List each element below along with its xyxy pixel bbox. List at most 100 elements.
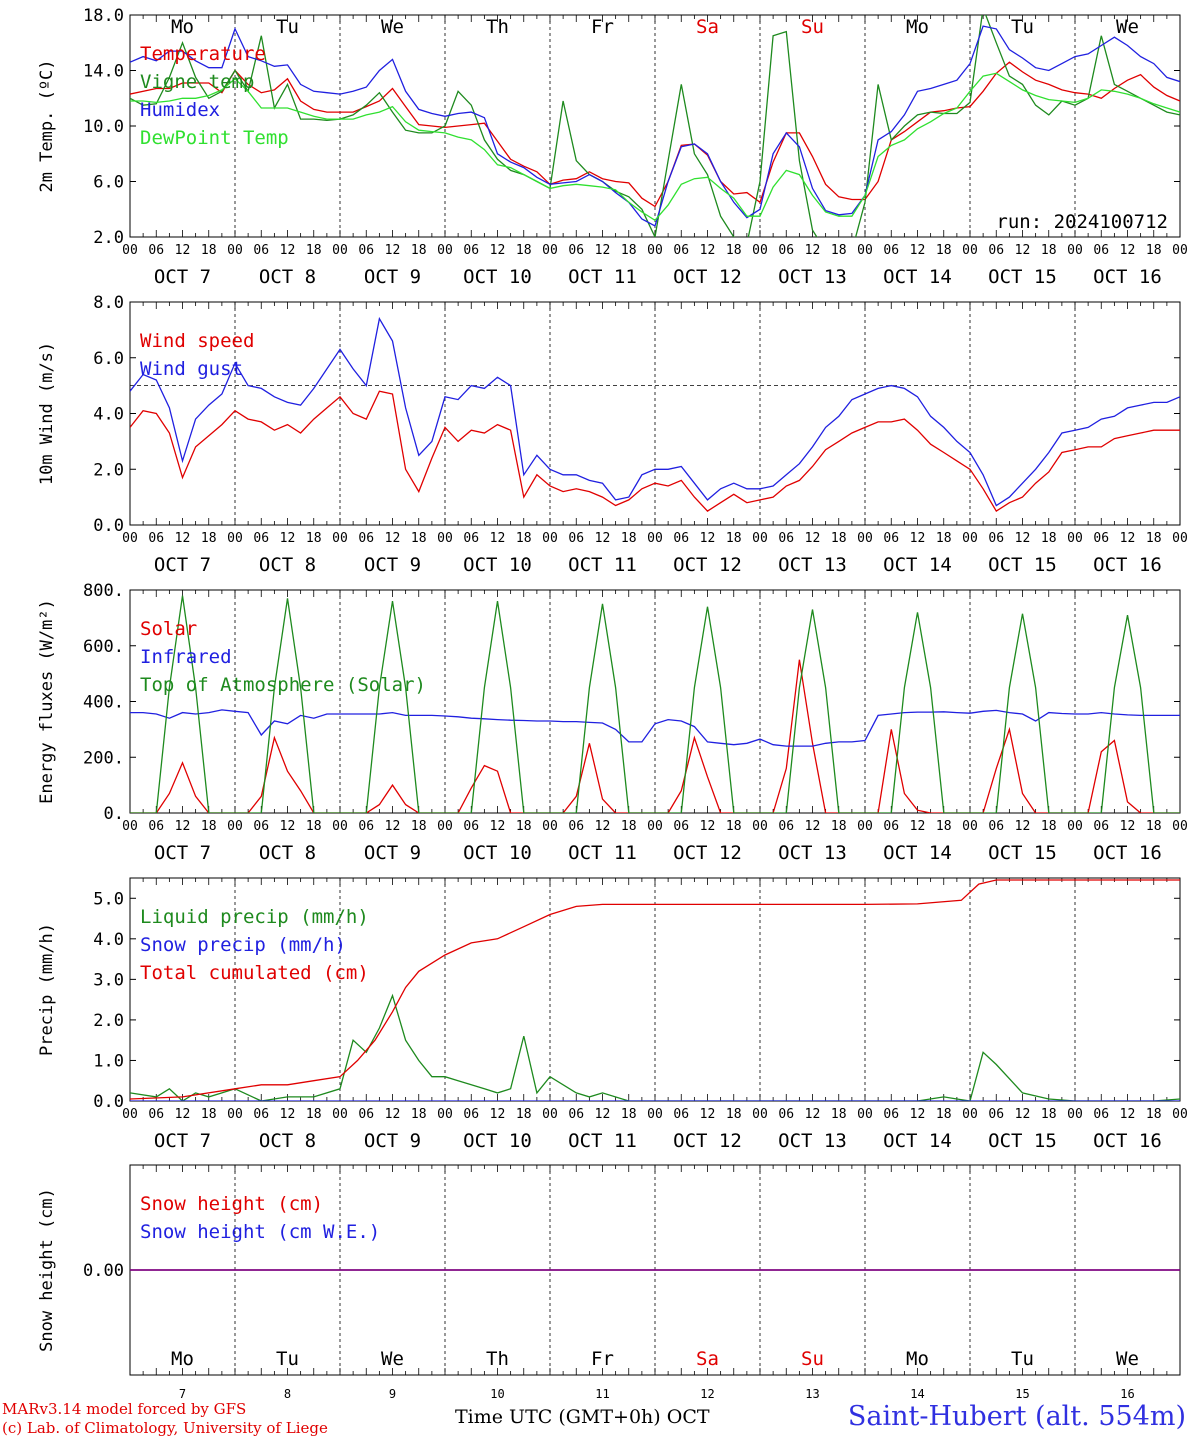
legend-entry: Wind gust (140, 358, 243, 380)
hour-label: 18 (516, 243, 532, 258)
hour-label: 18 (1041, 531, 1057, 546)
station-name: Saint-Hubert (alt. 554m) (847, 1401, 1186, 1432)
hour-label: 18 (1146, 531, 1162, 546)
hour-label: 18 (306, 531, 322, 546)
legend-entry: Snow height (cm) (140, 1193, 323, 1215)
y-tick-label: 0.00 (83, 1261, 124, 1281)
hour-label: 12 (385, 819, 401, 834)
day-name: Fr (591, 1348, 614, 1370)
hour-label: 06 (358, 1107, 374, 1122)
hour-label: 18 (306, 243, 322, 258)
hour-label: 00 (962, 531, 978, 546)
hour-label: 12 (1015, 819, 1031, 834)
y-tick-label: 6.0 (93, 349, 124, 369)
hour-label: 18 (936, 531, 952, 546)
hour-label: 18 (831, 243, 847, 258)
hour-label: 00 (1172, 531, 1188, 546)
hour-label: 18 (831, 819, 847, 834)
hour-label: 00 (227, 819, 243, 834)
date-label: OCT 10 (463, 554, 532, 576)
day-number: 14 (910, 1387, 924, 1401)
day-name: Th (486, 16, 509, 38)
date-label: OCT 7 (154, 554, 211, 576)
day-name: Fr (591, 16, 614, 38)
hour-label: 06 (673, 1107, 689, 1122)
hour-label: 00 (1172, 1107, 1188, 1122)
hour-label: 12 (490, 531, 506, 546)
hour-label: 12 (700, 531, 716, 546)
date-label: OCT 13 (778, 842, 847, 864)
hour-label: 06 (463, 819, 479, 834)
hour-label: 00 (332, 531, 348, 546)
hour-label: 06 (253, 819, 269, 834)
y-tick-label: 18.0 (83, 6, 124, 26)
date-label: OCT 9 (364, 266, 421, 288)
hour-label: 18 (201, 531, 217, 546)
date-label: OCT 9 (364, 842, 421, 864)
hour-label: 00 (647, 1107, 663, 1122)
hour-label: 12 (385, 531, 401, 546)
hour-label: 12 (490, 819, 506, 834)
day-name: Mo (906, 1348, 929, 1370)
hour-label: 06 (673, 243, 689, 258)
series-line (130, 72, 1180, 222)
y-axis-label: 10m Wind (m/s) (37, 342, 57, 485)
hour-label: 00 (962, 819, 978, 834)
hour-label: 00 (542, 1107, 558, 1122)
legend-entry: Wind speed (140, 330, 254, 352)
hour-label: 12 (280, 819, 296, 834)
series-line (130, 15, 1180, 237)
hour-label: 18 (411, 531, 427, 546)
date-label: OCT 11 (568, 1130, 637, 1152)
date-label: OCT 7 (154, 266, 211, 288)
hour-label: 18 (411, 1107, 427, 1122)
hour-label: 00 (647, 243, 663, 258)
y-tick-label: 800. (83, 581, 124, 601)
day-name: Tu (276, 1348, 299, 1370)
date-label: OCT 15 (988, 554, 1057, 576)
date-label: OCT 10 (463, 842, 532, 864)
legend-entry: Liquid precip (mm/h) (140, 906, 369, 928)
hour-label: 00 (647, 819, 663, 834)
date-label: OCT 13 (778, 554, 847, 576)
hour-label: 18 (201, 819, 217, 834)
y-tick-label: 0. (104, 804, 124, 824)
date-label: OCT 8 (259, 554, 316, 576)
panel-frame (129, 301, 1181, 526)
hour-label: 06 (253, 243, 269, 258)
date-label: OCT 11 (568, 842, 637, 864)
day-number: 11 (595, 1387, 609, 1401)
hour-label: 06 (463, 1107, 479, 1122)
hour-label: 06 (883, 243, 899, 258)
hour-label: 00 (1067, 531, 1083, 546)
date-label: OCT 10 (463, 1130, 532, 1152)
hour-label: 00 (332, 1107, 348, 1122)
hour-label: 00 (542, 531, 558, 546)
hour-label: 18 (726, 243, 742, 258)
hour-label: 12 (490, 243, 506, 258)
y-axis-label: Precip (mm/h) (37, 923, 57, 1056)
hour-label: 12 (910, 1107, 926, 1122)
legend-entry: Snow height (cm W.E.) (140, 1221, 380, 1243)
hour-label: 06 (988, 1107, 1004, 1122)
hour-label: 12 (700, 1107, 716, 1122)
day-name: Tu (1011, 16, 1034, 38)
hour-label: 00 (962, 243, 978, 258)
date-label: OCT 10 (463, 266, 532, 288)
hour-label: 00 (1172, 819, 1188, 834)
hour-label: 06 (778, 1107, 794, 1122)
panel-2 (129, 301, 1181, 526)
y-tick-label: 5.0 (93, 889, 124, 909)
hour-label: 00 (122, 531, 138, 546)
hour-label: 00 (752, 1107, 768, 1122)
date-label: OCT 15 (988, 842, 1057, 864)
date-label: OCT 12 (673, 554, 742, 576)
hour-label: 00 (437, 819, 453, 834)
day-number: 9 (389, 1387, 396, 1401)
hour-label: 12 (1120, 243, 1136, 258)
hour-label: 12 (910, 243, 926, 258)
hour-label: 06 (358, 243, 374, 258)
date-label: OCT 9 (364, 1130, 421, 1152)
hour-label: 18 (621, 819, 637, 834)
hour-label: 00 (542, 819, 558, 834)
